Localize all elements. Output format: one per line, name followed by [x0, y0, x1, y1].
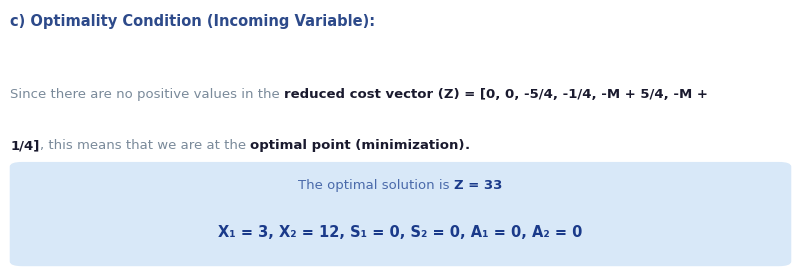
Text: c) Optimality Condition (Incoming Variable):: c) Optimality Condition (Incoming Variab…	[10, 14, 376, 29]
Text: Z = 33: Z = 33	[454, 179, 502, 192]
Text: .: .	[465, 139, 470, 152]
Text: 1/4]: 1/4]	[10, 139, 40, 152]
Text: , this means that we are at the: , this means that we are at the	[40, 139, 250, 152]
Text: reduced cost vector (Z) = [0, 0, -5/4, -1/4, -M + 5/4, -M +: reduced cost vector (Z) = [0, 0, -5/4, -…	[284, 88, 708, 101]
FancyBboxPatch shape	[10, 163, 791, 265]
Text: The optimal solution is: The optimal solution is	[299, 179, 454, 192]
Text: Since there are no positive values in the: Since there are no positive values in th…	[10, 88, 284, 101]
Text: X₁ = 3, X₂ = 12, S₁ = 0, S₂ = 0, A₁ = 0, A₂ = 0: X₁ = 3, X₂ = 12, S₁ = 0, S₂ = 0, A₁ = 0,…	[219, 225, 582, 240]
Text: optimal point (minimization): optimal point (minimization)	[250, 139, 465, 152]
